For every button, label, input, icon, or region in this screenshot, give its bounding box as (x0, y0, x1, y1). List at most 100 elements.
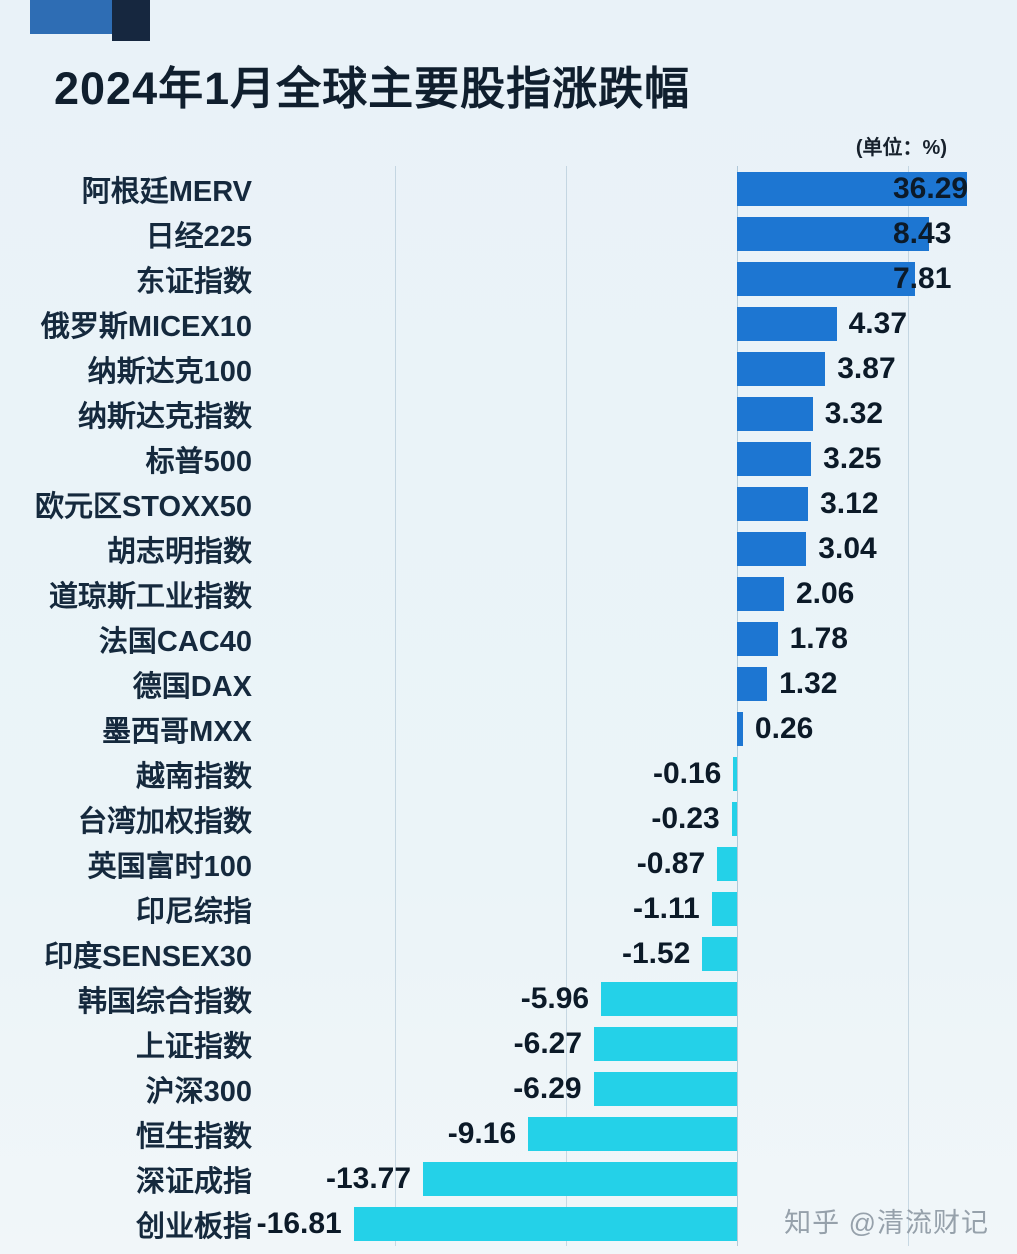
category-label: 胡志明指数 (106, 535, 252, 568)
value-label: -9.16 (447, 1116, 517, 1150)
chart-row: 日经225 8.43 (26, 211, 991, 256)
category-label: 道琼斯工业指数 (48, 580, 252, 613)
bar-track: 2.06 (266, 571, 991, 616)
category-label: 印度SENSEX30 (44, 940, 252, 973)
bar-positive (737, 621, 778, 656)
chart-row: 道琼斯工业指数 2.06 (26, 571, 991, 616)
bar-positive (737, 441, 812, 476)
value-label: -0.16 (652, 756, 722, 790)
bar-negative (733, 756, 737, 791)
bar-track: -6.29 (266, 1066, 991, 1111)
bar-track: -1.52 (266, 931, 991, 976)
value-label: -16.81 (256, 1206, 342, 1240)
bar-negative (731, 801, 737, 836)
chart-row: 阿根廷MERV 36.29 (26, 166, 991, 211)
watermark: 知乎 @清流财记 (784, 1208, 989, 1238)
bar-track: 3.87 (266, 346, 991, 391)
bar-track: -9.16 (266, 1111, 991, 1156)
bar-track: -0.23 (266, 796, 991, 841)
chart-row: 恒生指数 -9.16 (26, 1111, 991, 1156)
chart-row: 越南指数 -0.16 (26, 751, 991, 796)
category-label: 俄罗斯MICEX10 (40, 310, 252, 343)
value-label: -5.96 (520, 981, 590, 1015)
category-label: 标普500 (145, 445, 252, 478)
bar-track: -0.16 (266, 751, 991, 796)
chart-row: 纳斯达克100 3.87 (26, 346, 991, 391)
value-label: 0.26 (754, 711, 814, 745)
chart-row: 英国富时100 -0.87 (26, 841, 991, 886)
chart-row: 法国CAC40 1.78 (26, 616, 991, 661)
bar-negative (423, 1161, 737, 1196)
category-label: 韩国综合指数 (77, 985, 252, 1018)
category-label: 墨西哥MXX (102, 715, 252, 748)
chart-row: 沪深300 -6.29 (26, 1066, 991, 1111)
chart-row: 深证成指 -13.77 (26, 1156, 991, 1201)
bar-track: 36.29 (266, 166, 991, 211)
bar-positive (737, 216, 930, 251)
bar-positive (737, 396, 813, 431)
bar-track: 3.32 (266, 391, 991, 436)
bar-negative (702, 936, 737, 971)
bar-positive (737, 261, 916, 296)
category-label: 德国DAX (132, 670, 252, 703)
value-label: 3.32 (824, 396, 884, 430)
bar-positive (737, 306, 837, 341)
chart-row: 创业板指 -16.81 (26, 1201, 991, 1246)
category-label: 纳斯达克100 (87, 355, 252, 388)
chart-row: 东证指数 7.81 (26, 256, 991, 301)
bar-track: -6.27 (266, 1021, 991, 1066)
category-label: 越南指数 (135, 760, 252, 793)
chart-row: 欧元区STOXX50 3.12 (26, 481, 991, 526)
decorative-square (112, 0, 150, 41)
bar-track: 0.26 (266, 706, 991, 751)
bar-track: 7.81 (266, 256, 991, 301)
bar-chart: 阿根廷MERV 36.29 日经225 8.43 东证指数 7.81 俄罗斯MICEX10 4… (26, 166, 991, 1246)
value-label: 8.43 (893, 216, 952, 250)
gridline (737, 166, 738, 1246)
chart-row: 胡志明指数 3.04 (26, 526, 991, 571)
bar-negative (601, 981, 737, 1016)
bar-positive (737, 171, 967, 206)
value-label: -6.29 (513, 1071, 582, 1105)
value-label: 3.25 (823, 441, 882, 475)
chart-row: 标普500 3.25 (26, 436, 991, 481)
gridlines (26, 166, 991, 1246)
value-label: 3.04 (818, 531, 877, 565)
chart-row: 德国DAX 1.32 (26, 661, 991, 706)
bar-track: 8.43 (266, 211, 991, 256)
gridline (908, 166, 909, 1246)
value-label: 7.81 (893, 261, 952, 295)
value-label: 1.78 (789, 621, 848, 655)
category-label: 东证指数 (135, 265, 252, 298)
value-label: -0.23 (651, 801, 720, 835)
chart-row: 印度SENSEX30 -1.52 (26, 931, 991, 976)
value-label: -1.52 (621, 936, 691, 970)
bar-track: 1.32 (266, 661, 991, 706)
value-label: 36.29 (893, 171, 969, 205)
bar-track: -16.81 (257, 1201, 991, 1246)
bar-positive (737, 531, 807, 566)
category-label: 欧元区STOXX50 (34, 490, 252, 523)
chart-rows: 阿根廷MERV 36.29 日经225 8.43 东证指数 7.81 俄罗斯MICEX10 4… (26, 166, 991, 1246)
category-label: 法国CAC40 (98, 625, 252, 658)
value-label: -0.87 (636, 846, 706, 880)
bar-track: 3.04 (266, 526, 991, 571)
bar-track: -0.87 (266, 841, 991, 886)
gridline (395, 166, 396, 1246)
bar-positive (737, 351, 826, 386)
value-label: 3.87 (837, 351, 896, 385)
chart-row: 纳斯达克指数 3.32 (26, 391, 991, 436)
category-label: 恒生指数 (135, 1120, 252, 1153)
chart-row: 墨西哥MXX 0.26 (26, 706, 991, 751)
bar-track: -13.77 (266, 1156, 991, 1201)
bar-negative (593, 1071, 737, 1106)
bar-negative (711, 891, 737, 926)
category-label: 印尼综指 (135, 895, 252, 928)
bar-positive (737, 486, 809, 521)
chart-row: 印尼综指 -1.11 (26, 886, 991, 931)
bar-positive (737, 576, 784, 611)
bar-negative (717, 846, 737, 881)
value-label: 3.12 (820, 486, 879, 520)
bar-positive (737, 666, 768, 701)
bar-positive (737, 711, 743, 746)
